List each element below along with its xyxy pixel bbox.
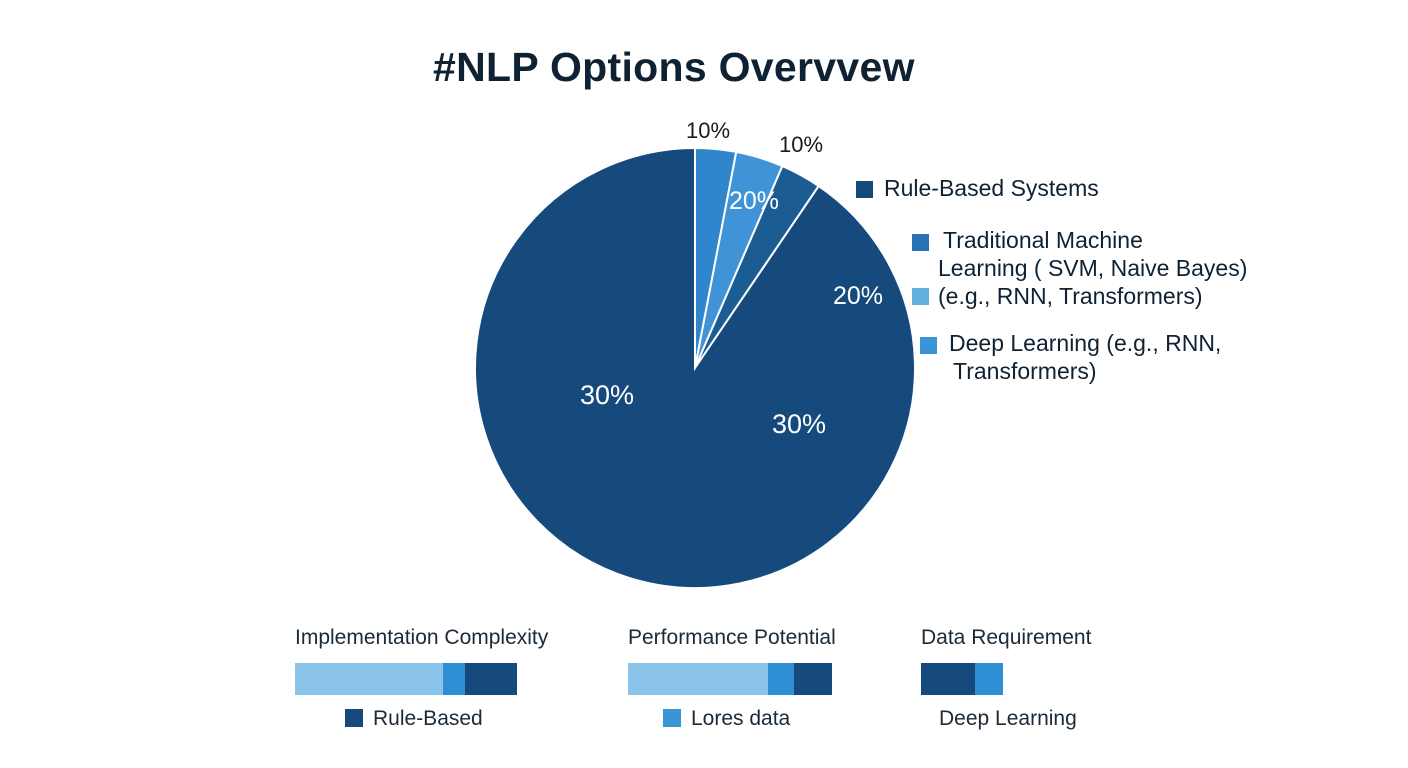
- metric-key-label-performance-potential: Lores data: [691, 707, 791, 730]
- bar-segment-0: [921, 663, 976, 695]
- legend-label-deep-learning-line1: Deep Learning (e.g., RNN,: [949, 329, 1221, 357]
- bar-segment-1: [975, 663, 1003, 695]
- metric-bar-implementation-complexity: [295, 663, 517, 695]
- bar-segment-2: [465, 663, 517, 695]
- pie-data-label-1: 10%: [779, 132, 823, 157]
- chart-title: #NLP Options Overvvew: [433, 44, 915, 90]
- bar-segment-0: [295, 663, 444, 695]
- metric-bar-performance-potential: [628, 663, 832, 695]
- bar-segment-2: [793, 663, 832, 695]
- bar-segment-1: [443, 663, 466, 695]
- metric-title-implementation-complexity: Implementation Complexity: [295, 626, 549, 649]
- metric-key-implementation-complexity: Rule-Based: [345, 707, 483, 731]
- metric-key-label-implementation-complexity: Rule-Based: [373, 707, 483, 730]
- metric-key-data-requirement: Deep Learning: [939, 707, 1077, 731]
- pie-data-label-5: 30%: [772, 409, 826, 439]
- legend-swatch-deep-learning: [920, 337, 937, 354]
- pie-data-label-4: 30%: [580, 380, 634, 410]
- legend-label-eg-rnn: (e.g., RNN, Transformers): [938, 283, 1203, 309]
- legend-swatch-eg-rnn: [912, 288, 929, 305]
- metric-title-data-requirement: Data Requirement: [921, 626, 1092, 649]
- legend-label-deep-learning-line2: Transformers): [953, 358, 1097, 384]
- legend-swatch-traditional-ml: [912, 234, 929, 251]
- legend-label-deep-learning-rest: (e.g., RNN,: [1099, 330, 1222, 356]
- bar-segment-1: [767, 663, 794, 695]
- legend-swatch-rule-based: [856, 181, 873, 198]
- legend-label-deep-learning-bold: Deep Learning: [949, 330, 1100, 356]
- metric-bar-data-requirement: [921, 663, 1003, 695]
- pie-data-label-3: 20%: [833, 282, 883, 310]
- metric-key-swatch-performance-potential: [663, 709, 681, 727]
- legend-label-traditional-ml-line2: Learning ( SVM, Naive Bayes): [938, 254, 1247, 282]
- legend-label-traditional-ml-bold: Learning: [938, 255, 1028, 281]
- metric-key-swatch-implementation-complexity: [345, 709, 363, 727]
- metric-key-performance-potential: Lores data: [663, 707, 790, 731]
- legend-label-traditional-ml-rest: ( SVM, Naive Bayes): [1027, 255, 1248, 281]
- legend-label-traditional-ml-line1: Traditional Machine: [943, 227, 1143, 253]
- metric-key-label-data-requirement: Deep Learning: [939, 707, 1077, 730]
- metric-title-performance-potential: Performance Potential: [628, 626, 836, 649]
- pie-slice-0: [474, 146, 916, 589]
- legend-label-rule-based: Rule-Based Systems: [884, 175, 1099, 201]
- pie-data-label-2: 20%: [729, 187, 779, 215]
- bar-segment-0: [628, 663, 768, 695]
- pie-data-label-0: 10%: [686, 118, 730, 143]
